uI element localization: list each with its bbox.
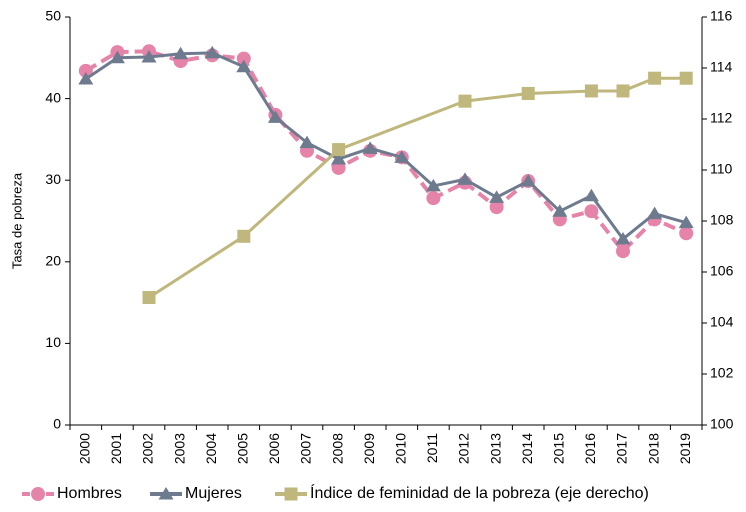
x-tick-label: 2015	[551, 433, 567, 464]
x-tick-label: 2012	[456, 433, 472, 464]
y2-tick-label: 104	[710, 314, 734, 330]
x-tick-label: 2009	[361, 433, 377, 464]
data-point	[679, 226, 694, 241]
y-tick-label: 10	[45, 334, 61, 350]
data-point	[78, 72, 94, 85]
y2-tick-label: 100	[710, 416, 734, 432]
data-point	[109, 50, 125, 64]
x-tick-label: 2010	[393, 433, 409, 464]
data-point	[520, 174, 536, 187]
data-point	[616, 84, 630, 98]
data-point	[332, 143, 346, 157]
data-point	[458, 94, 472, 108]
data-point	[615, 231, 631, 245]
data-point	[489, 200, 504, 215]
data-point	[425, 178, 441, 192]
data-point	[78, 63, 93, 78]
data-point	[521, 87, 535, 100]
data-point	[584, 204, 599, 219]
x-tick-label: 2000	[77, 433, 93, 464]
data-point	[616, 244, 630, 259]
legend-label: Mujeres	[185, 485, 242, 502]
data-point	[142, 291, 156, 304]
x-tick-label: 2004	[203, 433, 219, 464]
data-point	[267, 110, 283, 123]
x-tick-label: 2008	[329, 433, 345, 464]
series-line	[148, 76, 687, 299]
x-tick-label: 2017	[614, 433, 630, 464]
y2-tick-label: 112	[710, 110, 733, 126]
data-point	[426, 191, 441, 206]
x-tick-label: 2011	[424, 433, 440, 463]
y2-tick-label: 106	[710, 263, 734, 279]
x-tick-label: 2005	[235, 433, 251, 464]
x-tick-label: 2013	[487, 433, 503, 464]
data-point	[489, 190, 505, 203]
y2-tick-label: 114	[710, 59, 733, 75]
y2-tick-label: 116	[710, 8, 733, 24]
x-tick-label: 2001	[108, 433, 124, 464]
data-point	[141, 49, 157, 63]
data-point	[457, 172, 473, 185]
legend-marker	[158, 487, 174, 500]
data-point	[204, 45, 220, 59]
legend-label: Índice de feminidad de la pobreza (eje d…	[310, 483, 649, 502]
series-line	[84, 49, 688, 255]
data-point	[678, 215, 694, 229]
y-tick-label: 40	[45, 89, 61, 105]
data-point	[394, 150, 410, 163]
y-tick-label: 30	[45, 171, 61, 187]
legend-marker	[31, 487, 45, 501]
y-axis-label: Tasa de pobreza	[9, 172, 24, 269]
data-point	[236, 59, 252, 73]
x-tick-label: 2007	[298, 433, 314, 464]
x-tick-label: 2019	[677, 433, 693, 464]
data-point	[583, 188, 599, 202]
data-point	[173, 46, 189, 60]
legend-marker	[284, 487, 298, 501]
data-point	[647, 206, 663, 220]
data-point	[648, 71, 662, 85]
data-point	[584, 84, 598, 98]
x-tick-label: 2018	[645, 433, 661, 464]
data-point	[552, 204, 568, 217]
x-tick-label: 2014	[519, 433, 535, 464]
x-tick-label: 2002	[140, 433, 156, 464]
y-tick-label: 50	[45, 8, 61, 24]
y-tick-label: 20	[45, 253, 61, 269]
data-point	[236, 51, 251, 66]
x-tick-label: 2016	[582, 433, 598, 464]
y2-tick-label: 110	[710, 161, 733, 177]
y2-tick-label: 102	[710, 365, 734, 381]
data-point	[299, 135, 315, 149]
x-tick-label: 2006	[266, 433, 282, 464]
y2-tick-label: 108	[710, 212, 734, 228]
y-tick-label: 0	[53, 416, 61, 432]
legend-label: Hombres	[57, 485, 122, 502]
data-point	[237, 229, 251, 243]
data-point	[362, 141, 378, 154]
x-tick-label: 2003	[171, 433, 187, 464]
data-point	[331, 151, 347, 165]
data-point	[679, 71, 693, 85]
